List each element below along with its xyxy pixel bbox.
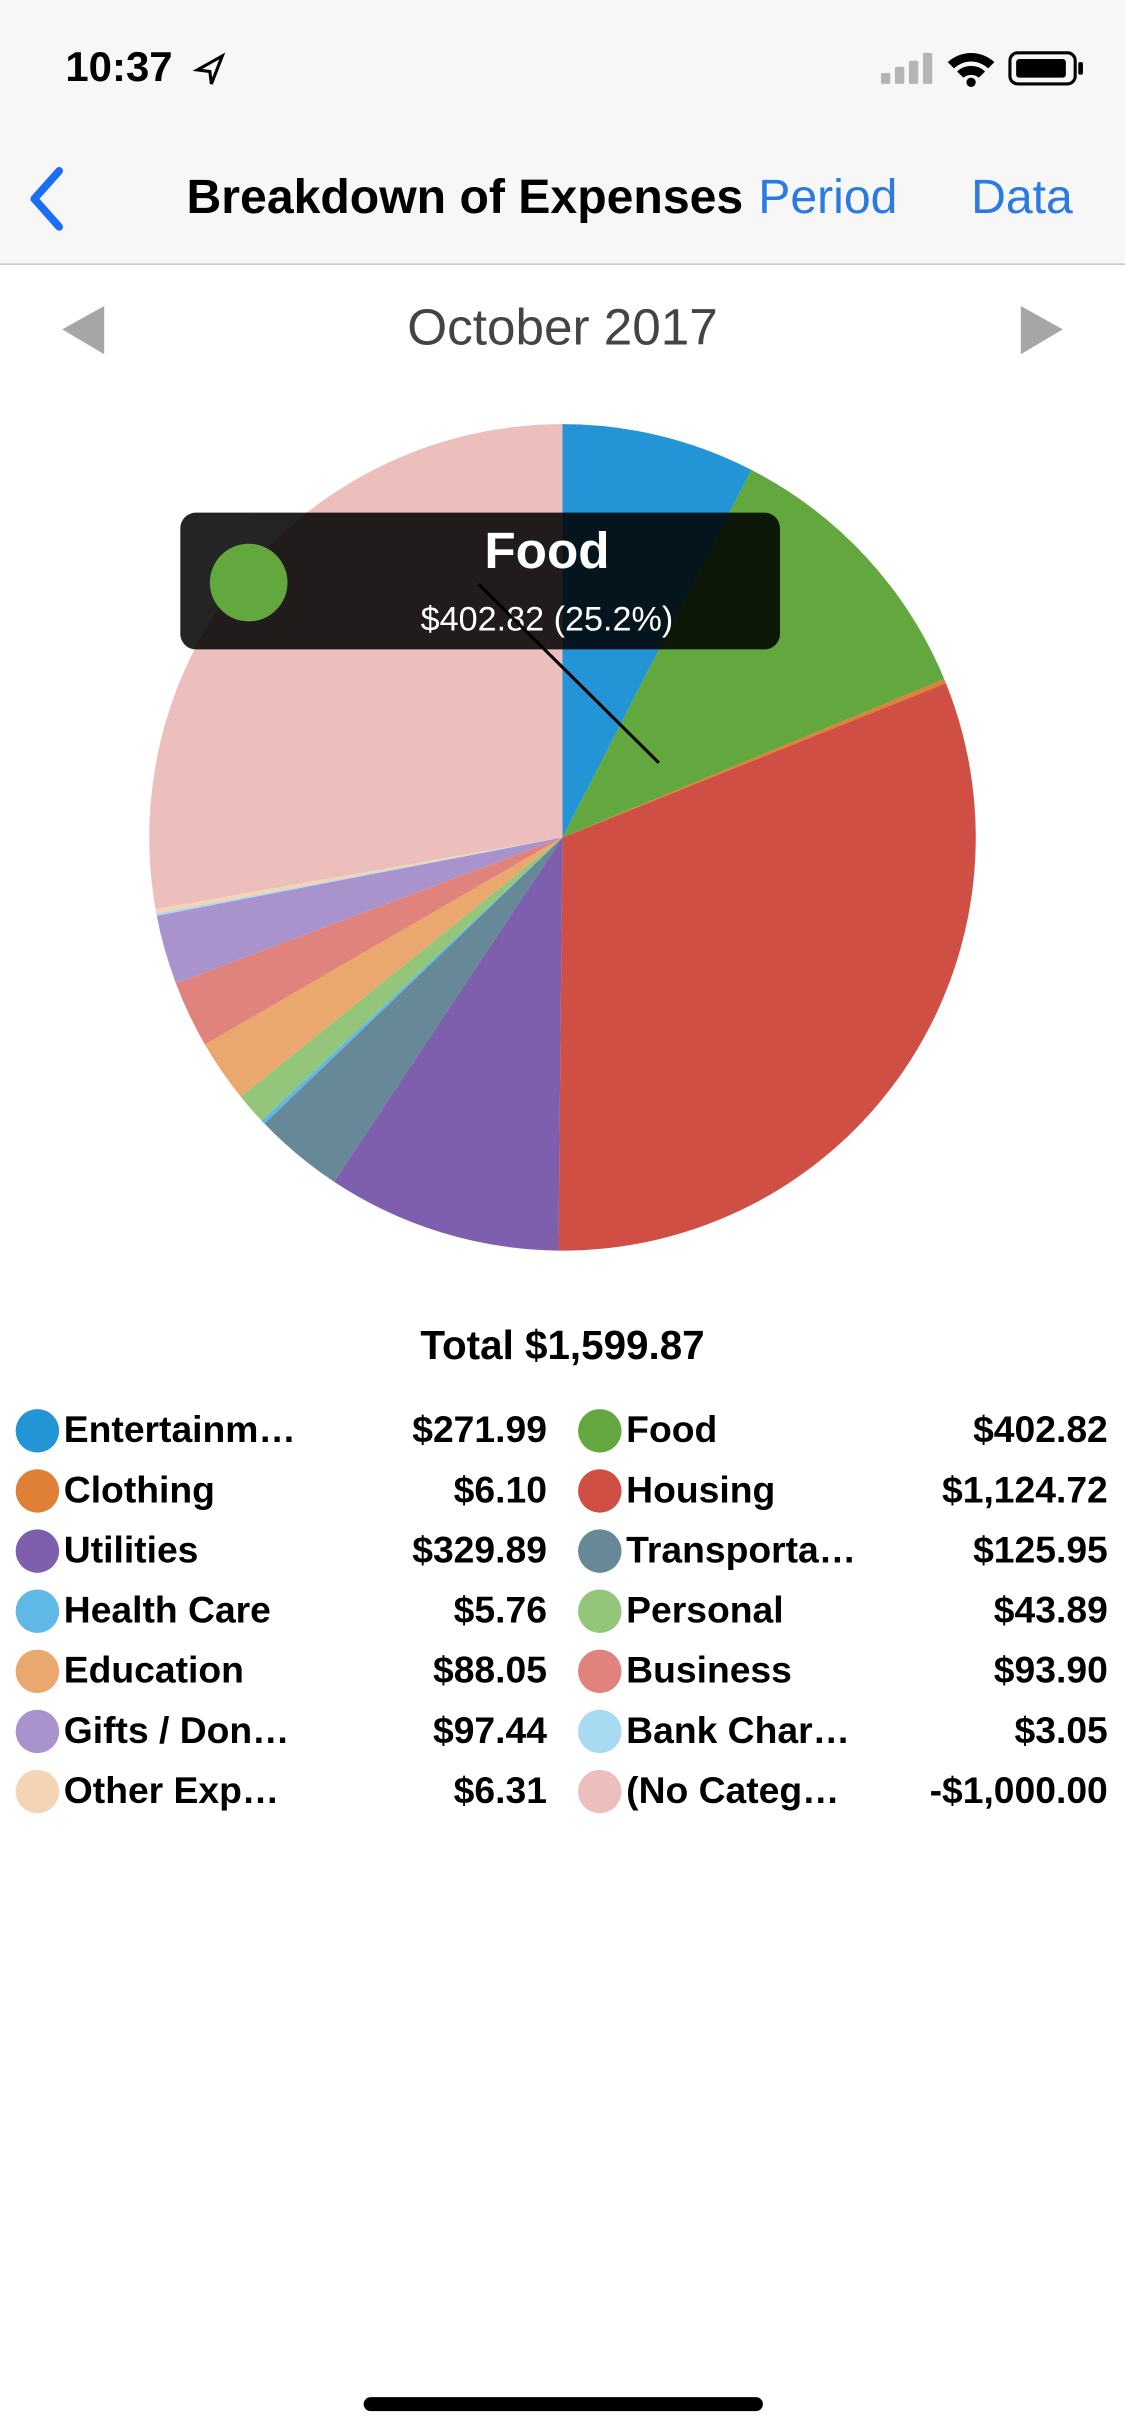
tooltip-background <box>180 512 781 650</box>
legend-value: $5.76 <box>454 1589 547 1631</box>
legend-label: Housing <box>626 1468 775 1510</box>
tooltip-detail: $402.82 (25.2%) <box>421 600 674 638</box>
period-label: October 2017 <box>407 298 718 355</box>
legend-value: -$1,000.00 <box>930 1769 1108 1811</box>
status-time: 10:37 <box>65 43 172 90</box>
legend-label: Entertainm… <box>64 1408 296 1450</box>
legend-value: $125.95 <box>973 1528 1108 1570</box>
legend-swatch <box>578 1649 622 1694</box>
previous-period[interactable] <box>62 306 105 355</box>
legend-swatch <box>15 1589 60 1633</box>
pie-slice <box>204 837 563 1097</box>
battery-icon <box>1008 51 1083 86</box>
back-button[interactable] <box>30 167 64 231</box>
legend-label: Health Care <box>64 1589 271 1631</box>
legend-label: Education <box>64 1649 244 1691</box>
legend-label: Utilities <box>64 1528 199 1570</box>
tooltip: Food $402.82 (25.2%) <box>180 512 781 764</box>
legend-swatch <box>15 1529 60 1573</box>
next-period[interactable] <box>1020 306 1063 355</box>
legend-swatch <box>15 1409 60 1453</box>
pie-slice <box>562 679 946 838</box>
pie-slice <box>149 424 563 910</box>
pie-slice <box>240 837 563 1121</box>
data-button[interactable]: Data <box>971 170 1073 224</box>
legend-value: $6.10 <box>454 1468 547 1510</box>
total-label: Total $1,599.87 <box>420 1322 704 1368</box>
header-background <box>0 0 1125 265</box>
legend-value: $3.05 <box>1015 1709 1108 1751</box>
tooltip-pointer <box>477 583 660 764</box>
legend-label: Personal <box>626 1589 783 1631</box>
period-button[interactable]: Period <box>758 170 897 224</box>
pie-slice <box>175 837 563 1045</box>
legend-value: $271.99 <box>412 1408 547 1450</box>
legend-value: $43.89 <box>994 1589 1108 1631</box>
legend-swatch <box>578 1709 622 1754</box>
legend-swatch <box>578 1529 622 1573</box>
legend-swatch <box>15 1469 60 1513</box>
wifi-icon <box>947 52 995 87</box>
legend-swatch <box>578 1769 622 1814</box>
pie-slice <box>334 837 563 1251</box>
pie-slice <box>558 683 976 1251</box>
legend-swatch <box>578 1409 622 1453</box>
pie-slice <box>155 837 563 914</box>
legend-label: Food <box>626 1408 717 1450</box>
home-indicator <box>363 2397 763 2412</box>
tooltip-title: Food <box>484 522 609 579</box>
legend-value: $93.90 <box>994 1649 1108 1691</box>
legend-swatch <box>15 1769 60 1814</box>
legend-label: Business <box>626 1649 792 1691</box>
legend-swatch <box>578 1589 622 1633</box>
legend-label: Other Exp… <box>64 1769 279 1811</box>
legend-value: $88.05 <box>433 1649 547 1691</box>
legend: Entertainm… $271.99 Food $402.82 Clothing $6.… <box>15 1408 1108 1814</box>
legend-label: Bank Char… <box>626 1709 850 1751</box>
pie-slice <box>562 469 945 838</box>
legend-label: Transporta… <box>626 1528 856 1570</box>
pie-slice <box>156 837 563 984</box>
legend-value: $1,124.72 <box>942 1468 1108 1510</box>
tooltip-swatch <box>209 543 288 622</box>
signal-icon <box>880 52 933 84</box>
pie-slice <box>156 837 563 916</box>
nav-title: Breakdown of Expenses <box>187 170 744 224</box>
legend-swatch <box>15 1709 60 1754</box>
legend-label: Gifts / Don… <box>64 1709 290 1751</box>
legend-label: (No Categ… <box>626 1769 839 1811</box>
location-icon <box>192 52 226 85</box>
pie-slice <box>264 837 563 1182</box>
legend-value: $97.44 <box>433 1709 547 1751</box>
legend-swatch <box>15 1649 60 1694</box>
pie-slice <box>261 837 563 1124</box>
legend-swatch <box>578 1469 622 1513</box>
legend-value: $329.89 <box>412 1528 547 1570</box>
legend-value: $402.82 <box>973 1408 1108 1450</box>
legend-value: $6.31 <box>454 1769 547 1811</box>
legend-label: Clothing <box>64 1468 215 1510</box>
